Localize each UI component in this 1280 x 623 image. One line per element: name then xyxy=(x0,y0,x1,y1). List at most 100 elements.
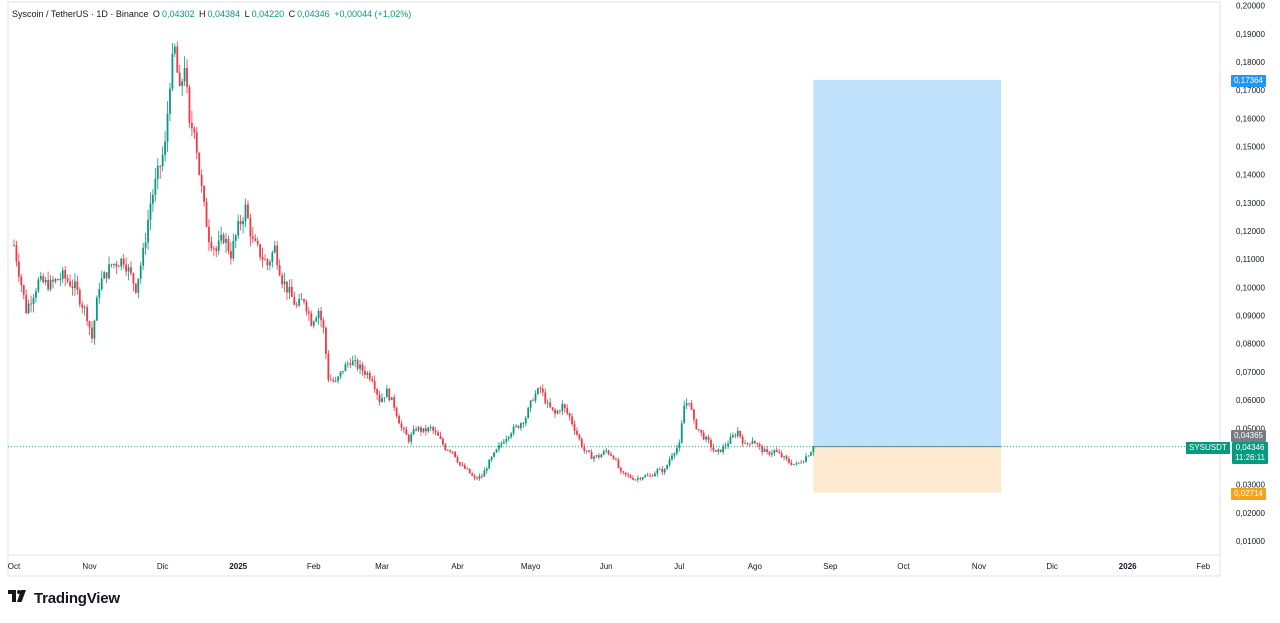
candle-body xyxy=(500,443,503,446)
candle-body xyxy=(576,430,578,435)
candle-body xyxy=(568,413,571,417)
candle-body xyxy=(405,429,408,435)
candle-body xyxy=(790,462,793,465)
candle-body xyxy=(268,261,271,266)
y-tick-label: 0,16000 xyxy=(1236,114,1265,123)
candle-body xyxy=(15,245,18,262)
candle-body xyxy=(271,252,274,262)
candle-body xyxy=(176,46,179,73)
candle-body xyxy=(459,462,461,465)
candle-body xyxy=(646,475,649,477)
candle-body xyxy=(371,379,374,382)
candle-body xyxy=(524,417,527,424)
legend-open-label: O xyxy=(152,9,160,19)
candle-body xyxy=(298,298,301,306)
candle-body xyxy=(749,443,751,445)
candle-body xyxy=(771,453,773,455)
candle-body xyxy=(312,321,315,326)
stop-price-tag: 0,02714 xyxy=(1231,488,1266,500)
candle-body xyxy=(734,435,737,437)
candle-body xyxy=(717,449,720,452)
y-tick-label: 0,03000 xyxy=(1236,481,1265,490)
candle-body xyxy=(344,364,347,372)
candle-body xyxy=(210,242,213,249)
target-price-tag: 0,17364 xyxy=(1231,75,1266,87)
candle-body xyxy=(149,203,152,220)
candle-body xyxy=(714,450,717,452)
y-tick-label: 0,14000 xyxy=(1236,171,1265,180)
candle-body xyxy=(217,240,220,251)
candle-body xyxy=(444,444,447,450)
candle-body xyxy=(385,388,388,398)
candle-body xyxy=(517,425,520,428)
candle-body xyxy=(632,477,634,480)
candle-body xyxy=(195,132,198,153)
candle-body xyxy=(554,409,556,414)
candle-body xyxy=(234,235,237,241)
y-tick-label: 0,01000 xyxy=(1236,537,1265,546)
y-tick-label: 0,07000 xyxy=(1236,368,1265,377)
candle-body xyxy=(47,279,50,290)
candle-body xyxy=(30,303,32,305)
candle-body xyxy=(35,291,37,298)
candle-body xyxy=(132,273,135,284)
candle-body xyxy=(137,278,140,293)
candle-body xyxy=(505,438,508,442)
candle-body xyxy=(383,397,386,399)
symbol-tag: SYSUSDT xyxy=(1186,442,1230,454)
candle-body xyxy=(139,265,142,279)
candle-body xyxy=(400,423,403,428)
symbol-tag-text: SYSUSDT xyxy=(1189,443,1227,452)
candle-body xyxy=(671,455,673,460)
candle-body xyxy=(702,432,705,440)
candle-body xyxy=(244,204,247,222)
legend-close: 0,04346 xyxy=(297,9,330,19)
candle-body xyxy=(746,442,749,444)
candle-body xyxy=(432,426,435,431)
candle-body xyxy=(220,234,223,241)
candle-body xyxy=(259,244,262,258)
candle-body xyxy=(712,447,715,451)
footer-branding[interactable]: TradingView xyxy=(8,588,120,608)
candle-body xyxy=(644,475,647,478)
candle-body xyxy=(164,141,166,155)
candle-body xyxy=(654,473,656,477)
candle-body xyxy=(95,297,98,321)
candle-body xyxy=(237,221,240,236)
y-tick-label: 0,11000 xyxy=(1236,255,1265,264)
y-tick-label: 0,20000 xyxy=(1236,2,1265,11)
legend-open: 0,04302 xyxy=(161,9,195,19)
candle-body xyxy=(147,219,149,243)
candle-body xyxy=(283,281,286,285)
candle-body xyxy=(788,458,790,463)
y-tick-label: 0,13000 xyxy=(1236,199,1265,208)
candle-body xyxy=(636,478,639,480)
candle-body xyxy=(193,128,196,133)
candle-body xyxy=(342,371,344,372)
candle-body xyxy=(127,267,130,272)
candle-body xyxy=(544,392,547,404)
candle-body xyxy=(27,303,30,314)
candle-body xyxy=(39,276,42,280)
candle-body xyxy=(775,450,778,452)
candle-body xyxy=(695,419,698,430)
candle-body xyxy=(761,446,764,453)
candle-body xyxy=(685,403,688,406)
candle-body xyxy=(156,165,159,180)
stop-price-text: 0,02714 xyxy=(1234,489,1263,498)
candle-body xyxy=(483,470,486,477)
candle-body xyxy=(573,424,576,431)
y-tick-label: 0,17000 xyxy=(1236,86,1265,95)
candle-body xyxy=(81,304,84,308)
candle-body xyxy=(805,456,807,462)
candle-body xyxy=(476,477,478,479)
candle-body xyxy=(744,442,746,444)
candle-body xyxy=(54,279,57,282)
candle-body xyxy=(546,402,549,404)
candle-body xyxy=(773,450,776,454)
candle-body xyxy=(539,388,542,390)
candle-body xyxy=(534,393,537,401)
candle-body xyxy=(415,429,418,431)
